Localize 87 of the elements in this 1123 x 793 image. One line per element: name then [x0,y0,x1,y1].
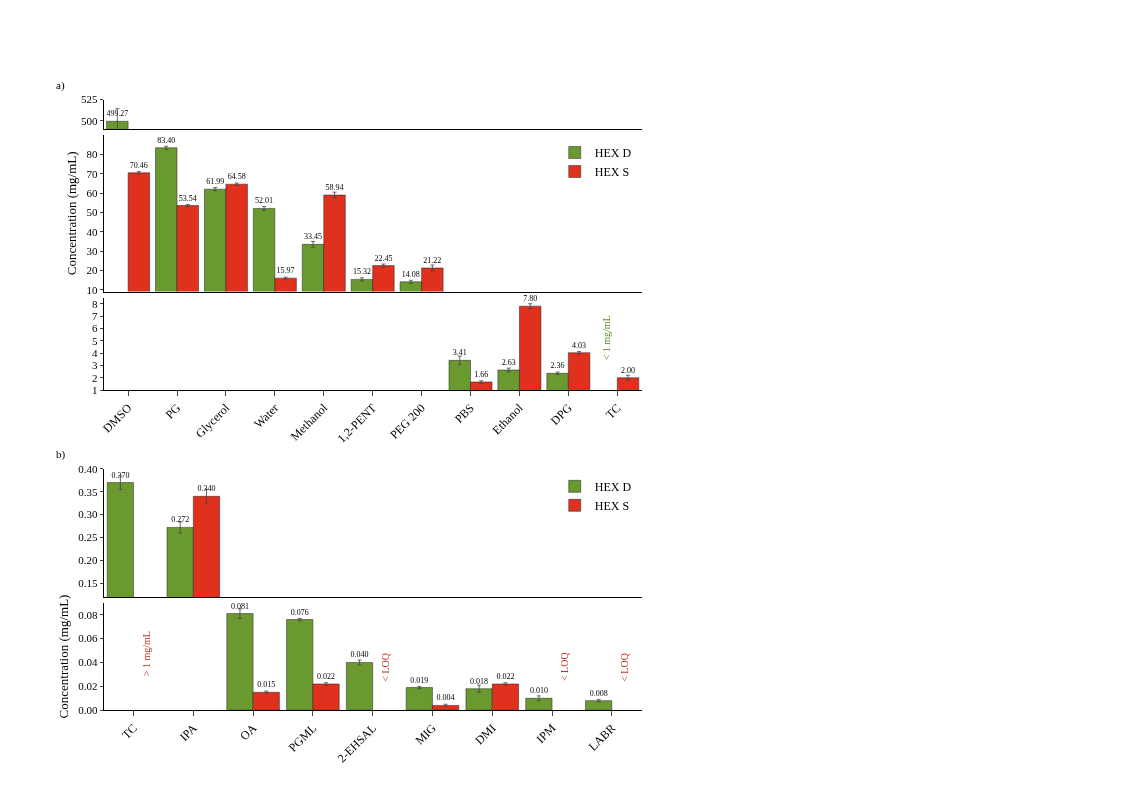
y-tick-label: 1 [91,383,98,396]
x-tick-label: IPA [176,720,200,744]
data-label: 0.022 [496,671,515,681]
data-label: 64.58 [227,172,246,182]
data-label: 0.015 [257,680,276,690]
data-label: 0.081 [230,601,249,611]
y-tick-label: 70 [86,167,98,180]
x-tick-label: PG [162,400,184,422]
y-tick-label: 0.04 [78,656,98,669]
annotation: > 1 mg/mL [141,631,153,677]
data-label: 15.97 [276,266,295,276]
data-label: 0.370 [111,470,130,480]
y-tick-label: 7 [91,309,98,322]
y-tick-label: 8 [91,297,98,310]
bar [346,662,373,711]
data-label: 15.32 [352,267,371,277]
data-label: 0.040 [350,650,369,660]
x-tick-label: OA [237,720,260,744]
y-tick-label: 4 [91,346,98,359]
data-label: 52.01 [255,196,274,206]
y-tick-label: 50 [86,206,98,219]
bar [585,700,613,711]
data-label: 2.63 [501,357,516,367]
y-tick-label: 2 [91,371,98,384]
y-tick-label: 0.25 [78,531,98,544]
data-label: 0.018 [470,676,489,686]
y-tick-label: 525 [80,93,98,106]
data-label: 1.66 [474,369,489,379]
data-label: 21.22 [423,255,442,265]
data-label: 4.03 [572,340,587,350]
data-label: 83.40 [157,135,176,145]
y-tick-label: 0.00 [78,704,98,717]
data-label: 2.36 [550,361,565,371]
data-label: 58.94 [325,183,344,193]
y-tick-label: 10 [86,283,98,296]
data-label: 0.340 [197,484,216,494]
y-tick-label: 0.02 [78,680,98,693]
annotation: < 1 mg/mL [600,315,612,361]
data-label: 61.99 [206,177,225,187]
y-tick-label: 0.30 [78,508,98,521]
y-tick-label: 5 [91,334,98,347]
legend-label: HEX S [594,499,630,514]
data-label: 0.272 [171,515,190,525]
data-label: 0.022 [317,671,336,681]
data-label: 0.019 [410,675,429,685]
data-label: 53.54 [178,193,197,203]
data-label: 0.010 [529,686,548,696]
data-label: 499.27 [106,109,129,119]
y-tick-label: 30 [86,244,98,257]
y-axis-title: Concentration (mg/mL) [56,594,72,719]
data-label: 7.80 [523,294,538,304]
y-tick-label: 20 [86,264,98,277]
y-tick-label: 0.06 [78,632,98,645]
chart-title: b) [56,448,66,461]
x-tick-label: TC [602,400,624,422]
y-tick-label: 0.20 [78,554,98,567]
x-tick-label: PEG 200 [387,400,428,442]
y-tick-label: 0.35 [78,485,98,498]
data-label: 0.004 [436,693,455,703]
y-tick-label: 0.40 [78,462,98,475]
legend-label: HEX S [594,165,630,180]
data-label: 0.008 [589,688,608,698]
y-tick-label: 60 [86,186,98,199]
annotation: < LOQ [379,652,391,682]
data-label: 2.00 [621,365,636,375]
data-label: 14.08 [401,269,420,279]
y-axis-title: Concentration (mg/mL) [64,151,80,276]
legend-label: HEX D [594,146,632,161]
data-label: 0.076 [290,607,309,617]
data-label: 33.45 [304,232,322,242]
annotation: < LOQ [559,651,571,682]
x-tick-label: PBS [451,400,477,426]
y-tick-label: 0.08 [78,608,98,621]
y-tick-label: 40 [86,225,98,238]
y-tick-label: 0.15 [78,577,98,590]
data-label: 70.46 [129,160,148,170]
y-tick-label: 6 [91,322,98,335]
y-tick-label: 80 [86,148,98,161]
data-label: 22.45 [374,253,393,263]
bar [525,698,553,711]
x-tick-label: TC [119,721,140,742]
annotation: < LOQ [619,652,631,682]
chart-title: a) [56,79,65,92]
y-tick-label: 500 [80,114,98,127]
data-label: 3.41 [452,348,467,358]
legend-label: HEX D [594,480,632,495]
y-tick-label: 3 [91,359,98,372]
